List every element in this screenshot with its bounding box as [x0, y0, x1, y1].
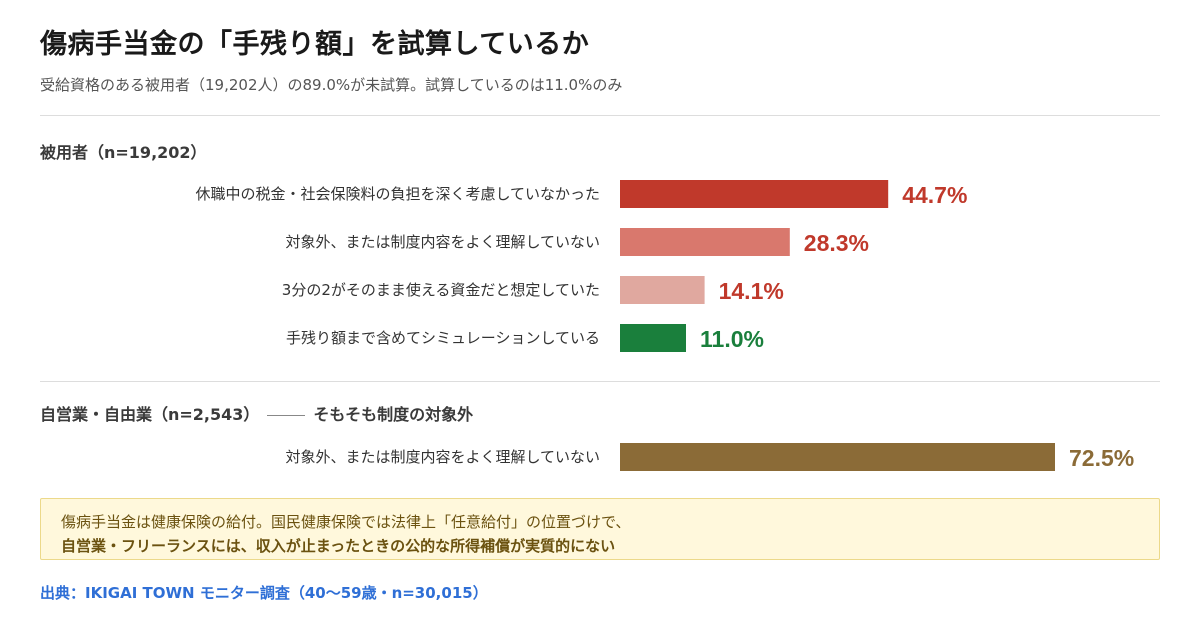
employees-bar — [620, 324, 686, 352]
divider-top — [40, 115, 1160, 116]
note-line-1: 傷病手当金は健康保険の給付。国民健康保険では法律上「任意給付」の位置づけで、 — [61, 513, 631, 531]
chart-title: 傷病手当金の「手残り額」を試算しているか — [40, 29, 590, 60]
employees-category-label: 3分の2がそのまま使える資金だと想定していた — [282, 281, 600, 299]
self-employed-bar — [620, 443, 1055, 471]
source-credit: 出典：IKIGAI TOWN モニター調査（40〜59歳・n=30,015） — [40, 584, 488, 602]
self-employed-value-label: 72.5% — [1069, 445, 1134, 471]
self-employed-category-label: 対象外、または制度内容をよく理解していない — [285, 448, 600, 466]
employees-value-label: 28.3% — [804, 230, 869, 256]
employees-value-label: 11.0% — [700, 326, 764, 352]
section-dash — [267, 415, 306, 416]
employees-category-label: 手残り額まで含めてシミュレーションしている — [286, 329, 600, 347]
employees-category-label: 対象外、または制度内容をよく理解していない — [285, 233, 600, 251]
section-label-employees: 被用者（n=19,202） — [40, 139, 207, 163]
section-label-employees-text: 被用者（n=19,202） — [40, 143, 207, 162]
note-line-2: 自営業・フリーランスには、収入が止まったときの公的な所得補償が実質的にない — [61, 537, 616, 555]
employees-value-label: 44.7% — [902, 182, 967, 208]
section-note-self-employed: そもそも制度の対象外 — [313, 405, 474, 424]
employees-bar — [620, 276, 705, 304]
note-box: 傷病手当金は健康保険の給付。国民健康保険では法律上「任意給付」の位置づけで、 自… — [40, 498, 1160, 560]
employees-category-label: 休職中の税金・社会保険料の負担を深く考慮していなかった — [195, 185, 600, 203]
chart-subtitle: 受給資格のある被用者（19,202人）の89.0%が未試算。試算しているのは11… — [40, 76, 623, 94]
divider-middle — [40, 381, 1160, 382]
bar-chart: 休職中の税金・社会保険料の負担を深く考慮していなかった 44.7% 対象外、または制… — [195, 180, 1134, 471]
section-label-self-employed-text: 自営業・自由業（n=2,543） — [40, 405, 260, 424]
employees-bar — [620, 180, 889, 208]
employees-bar — [620, 228, 790, 256]
section-label-self-employed: 自営業・自由業（n=2,543） そもそも制度の対象外 — [40, 401, 473, 425]
employees-value-label: 14.1% — [719, 278, 784, 304]
